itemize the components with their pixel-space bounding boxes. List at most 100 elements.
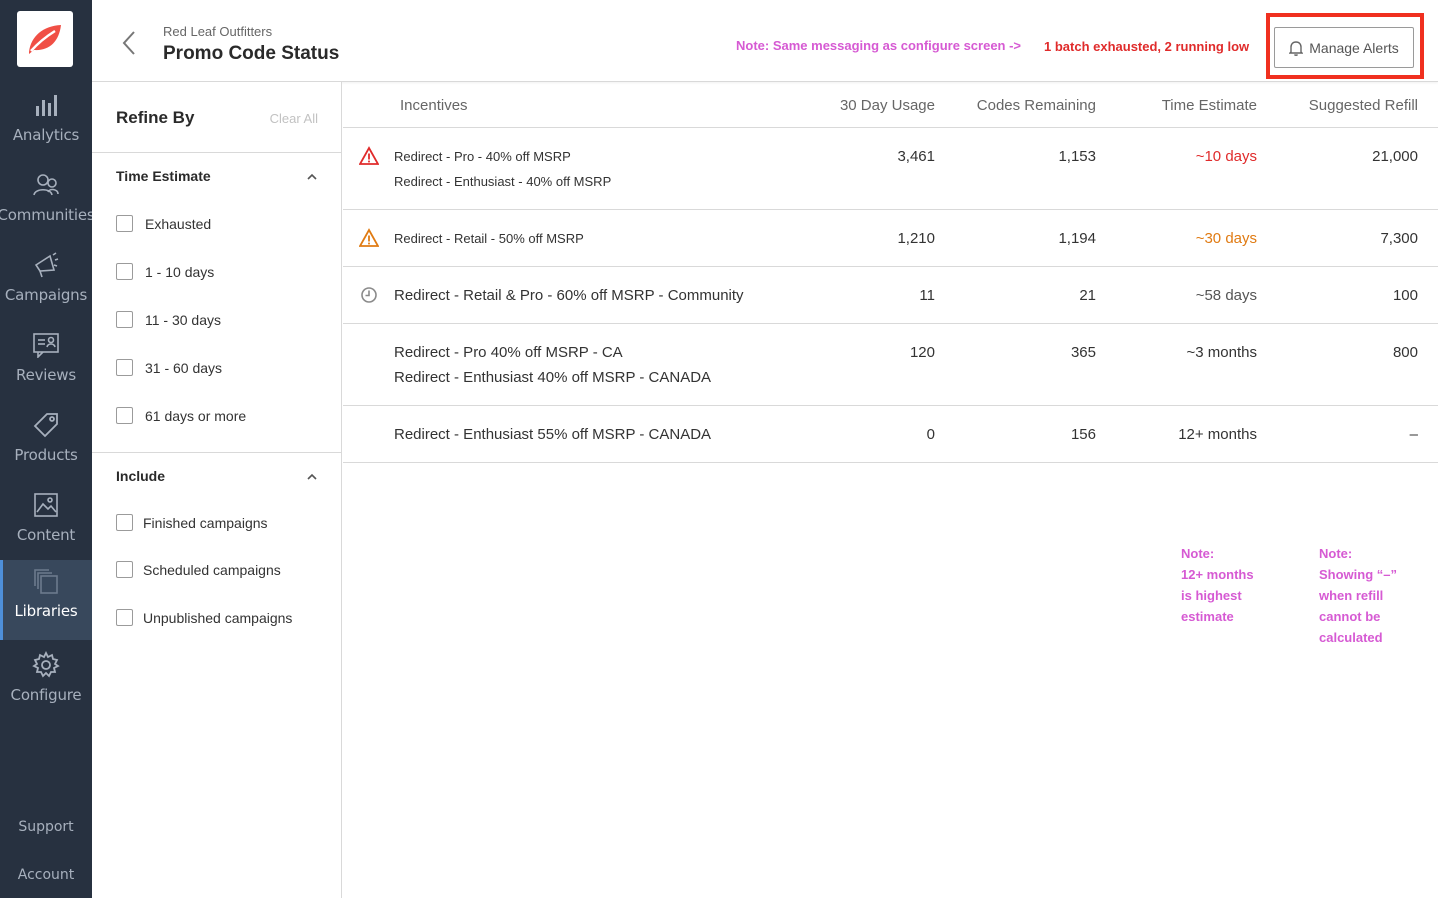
checkbox[interactable] [116,407,133,424]
chevron-up-icon[interactable] [306,472,318,482]
note-line: Note: [1181,546,1215,561]
time-estimate-value: ~3 months [1186,344,1257,361]
filter-option-11-30-days[interactable]: 11 - 30 days [116,311,221,328]
design-note-refill: Note: Showing “–” when refill cannot be … [1319,543,1397,648]
gear-icon [31,650,61,680]
nav-communities[interactable]: Communities [0,164,95,244]
note-line: Showing “–” [1319,567,1397,582]
time-estimate-value: ~58 days [1195,287,1257,304]
page-title: Promo Code Status [163,43,340,64]
time-estimate-value: 12+ months [1178,426,1257,443]
manage-alerts-button[interactable]: Manage Alerts [1274,27,1414,68]
checkbox-label: 31 - 60 days [145,359,223,376]
column-header-time-estimate[interactable]: Time Estimate [1161,97,1257,114]
leaf-logo-icon [29,25,61,54]
checkbox-label: Finished campaigns [143,514,268,531]
nav-campaigns[interactable]: Campaigns [0,244,92,324]
note-line: when refill [1319,588,1384,603]
nav-analytics[interactable]: Analytics [0,84,92,164]
checkbox[interactable] [116,561,133,578]
usage-value: 11 [919,287,935,304]
libraries-icon [31,566,61,596]
checkbox-label: Scheduled campaigns [143,561,281,578]
remaining-value: 1,153 [1058,148,1096,165]
include-section-title[interactable]: Include [116,468,166,484]
include-finished-campaigns[interactable]: Finished campaigns [116,514,268,531]
manage-alerts-label: Manage Alerts [1309,39,1399,56]
incentive-name: Redirect - Pro - 40% off MSRP [394,149,571,164]
nav-label: Libraries [14,602,78,620]
note-line: estimate [1181,609,1234,624]
checkbox[interactable] [116,311,133,328]
filter-option-31-60-days[interactable]: 31 - 60 days [116,359,222,376]
breadcrumb[interactable]: Red Leaf Outfitters [163,24,273,39]
alert-status-text: 1 batch exhausted, 2 running low [1044,39,1250,54]
warning-icon [359,146,379,165]
clear-all-link[interactable]: Clear All [269,111,318,126]
nav-configure[interactable]: Configure [0,644,92,724]
design-note-estimate: Note: 12+ months is highest estimate [1181,543,1254,627]
usage-value: 120 [909,344,935,361]
nav-label: Configure [10,686,82,704]
divider [343,127,1438,128]
time-estimate-value: ~10 days [1195,148,1257,165]
nav-libraries[interactable]: Libraries [0,560,92,640]
filter-option-1-10-days[interactable]: 1 - 10 days [116,263,214,280]
incentive-name: Redirect - Enthusiast 40% off MSRP - CAN… [394,369,712,386]
design-note: Note: Same messaging as configure screen… [736,38,1022,53]
checkbox[interactable] [116,609,133,626]
left-nav: Analytics Communities Campaigns Reviews … [0,0,95,898]
filter-panel: Refine By Clear All Time Estimate Exhaus… [92,82,342,898]
nav-reviews[interactable]: Reviews [0,324,92,404]
app-logo[interactable] [17,11,73,67]
column-header-codes-remaining[interactable]: Codes Remaining [976,97,1096,114]
filter-option-61-days-or-more[interactable]: 61 days or more [116,407,246,424]
time-estimate-section-title[interactable]: Time Estimate [116,168,211,184]
checkbox-label: 11 - 30 days [145,311,222,328]
usage-value: 3,461 [897,148,935,165]
checkbox[interactable] [116,263,133,280]
nav-account[interactable]: Account [17,867,75,883]
nav-label: Reviews [16,366,76,384]
column-header-incentives[interactable]: Incentives [400,97,468,114]
remaining-value: 1,194 [1058,230,1096,247]
divider [92,452,341,453]
refill-value: 100 [1392,287,1418,304]
usage-value: 1,210 [897,230,935,247]
checkbox[interactable] [116,514,133,531]
filter-title: Refine By [116,108,195,127]
incentive-name: Redirect - Enthusiast - 40% off MSRP [394,174,612,189]
include-unpublished-campaigns[interactable]: Unpublished campaigns [116,609,292,626]
highlight-box [1266,13,1424,79]
nav-products[interactable]: Products [0,404,92,484]
refill-value: 7,300 [1380,230,1418,247]
back-button[interactable] [118,28,140,58]
warning-icon [359,228,379,247]
incentive-name: Redirect - Retail & Pro - 60% off MSRP -… [394,287,744,304]
nav-content[interactable]: Content [0,484,92,564]
incentive-name: Redirect - Pro 40% off MSRP - CA [394,344,623,361]
bar-chart-icon [31,90,61,120]
nav-support[interactable]: Support [18,819,74,835]
checkbox[interactable] [116,359,133,376]
divider [343,323,1438,324]
tag-icon [31,410,61,440]
nav-label: Analytics [12,126,80,144]
column-header-30-day-usage[interactable]: 30 Day Usage [839,97,935,114]
megaphone-icon [31,250,61,280]
page-header: Red Leaf Outfitters Promo Code Status No… [92,0,1438,82]
filter-option-exhausted[interactable]: Exhausted [116,215,211,232]
divider [343,209,1438,210]
chevron-up-icon[interactable] [306,172,318,182]
checkbox[interactable] [116,215,133,232]
time-estimate-value: ~30 days [1195,230,1257,247]
nav-label: Communities [0,206,95,224]
note-line: cannot be [1319,609,1381,624]
include-scheduled-campaigns[interactable]: Scheduled campaigns [116,561,281,578]
divider [92,152,341,153]
checkbox-label: 1 - 10 days [145,263,215,280]
checkbox-label: Unpublished campaigns [143,609,293,626]
people-icon [31,170,61,200]
nav-label: Campaigns [4,286,88,304]
column-header-suggested-refill[interactable]: Suggested Refill [1308,97,1418,114]
